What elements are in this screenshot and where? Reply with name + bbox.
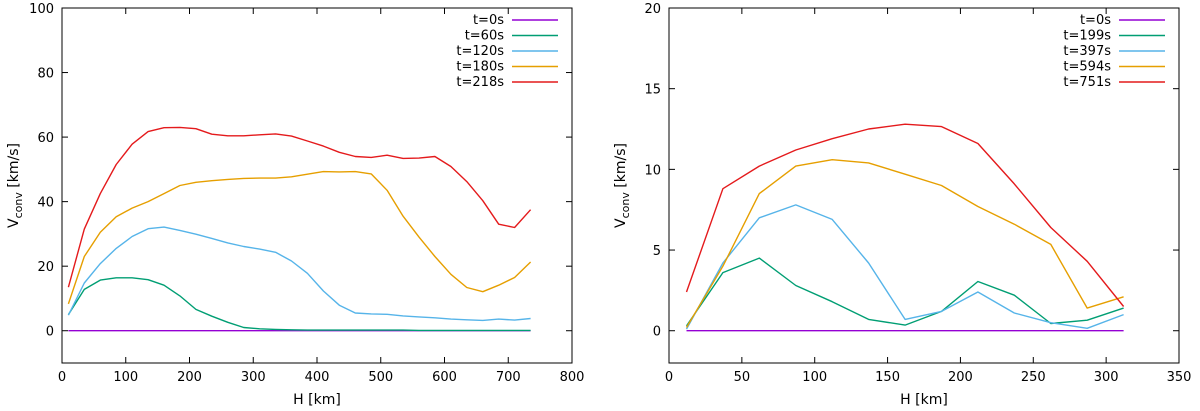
legend-label: t=199s [1063, 29, 1111, 44]
series-line-t60s [67, 277, 531, 332]
y-tick-label: 10 [644, 163, 661, 178]
series-line-t218s [67, 126, 532, 288]
series-line-t594s [685, 158, 1124, 328]
series-line-t180s [67, 170, 532, 305]
x-tick-label: 0 [665, 370, 673, 385]
y-axis-label-unit: [km/s] [6, 143, 22, 192]
x-tick-label: 150 [875, 370, 900, 385]
legend-label: t=120s [456, 44, 504, 59]
y-tick-label: 80 [37, 67, 54, 82]
y-axis-label-sub: conv [12, 192, 25, 219]
y-tick-label: 100 [29, 2, 54, 17]
legend-label: t=60s [465, 29, 505, 44]
x-tick-label: 600 [432, 370, 457, 385]
x-tick-label: 350 [1167, 370, 1192, 385]
y-tick-label: 15 [644, 83, 661, 98]
x-axis-label: H [km] [900, 392, 948, 408]
y-axis-label-unit: [km/s] [613, 143, 629, 192]
legend-label: t=218s [456, 75, 504, 90]
y-axis-label: Vconv [km/s] [6, 143, 25, 228]
y-axis-label: Vconv [km/s] [613, 143, 632, 228]
y-tick-label: 60 [37, 131, 54, 146]
y-tick-label: 20 [644, 2, 661, 17]
plot-frame [668, 7, 1180, 364]
x-tick-label: 200 [177, 370, 202, 385]
x-tick-label: 100 [113, 370, 138, 385]
x-tick-label: 0 [58, 370, 66, 385]
series-line-t751s [685, 123, 1125, 307]
series-line-t397s [685, 204, 1124, 330]
y-axis-label-sub: conv [619, 192, 632, 219]
x-tick-label: 300 [241, 370, 266, 385]
chart-panel-left: 0 100 200 300 400 500 600 700 800 0 20 40 60 80 100 H [… [6, 2, 584, 408]
legend-label: t=397s [1063, 44, 1111, 59]
legend-label: t=594s [1063, 60, 1111, 75]
series-line-t120s [67, 226, 531, 322]
y-axis-label-main: V [613, 218, 629, 228]
x-tick-label: 200 [948, 370, 973, 385]
x-tick-label: 800 [560, 370, 585, 385]
y-tick-label: 0 [46, 325, 54, 340]
series-line-t199s [685, 257, 1124, 327]
y-tick-label: 20 [37, 260, 54, 275]
legend-label: t=751s [1063, 75, 1111, 90]
y-tick-label: 5 [653, 244, 661, 259]
x-tick-label: 500 [368, 370, 393, 385]
x-tick-label: 50 [734, 370, 751, 385]
x-tick-label: 700 [496, 370, 521, 385]
x-axis-label: H [km] [293, 392, 341, 408]
y-tick-label: 0 [653, 325, 661, 340]
y-axis-label-main: V [6, 218, 22, 228]
x-tick-label: 100 [802, 370, 827, 385]
legend-label: t=180s [456, 60, 504, 75]
x-tick-label: 400 [305, 370, 330, 385]
x-tick-label: 250 [1021, 370, 1046, 385]
legend-label: t=0s [473, 13, 504, 28]
x-tick-label: 300 [1094, 370, 1119, 385]
y-tick-label: 40 [37, 196, 54, 211]
chart-panel-right: 0 50 100 150 200 250 300 350 0 5 10 15 20 H [km] Vconv… [613, 2, 1191, 408]
legend-label: t=0s [1080, 13, 1111, 28]
